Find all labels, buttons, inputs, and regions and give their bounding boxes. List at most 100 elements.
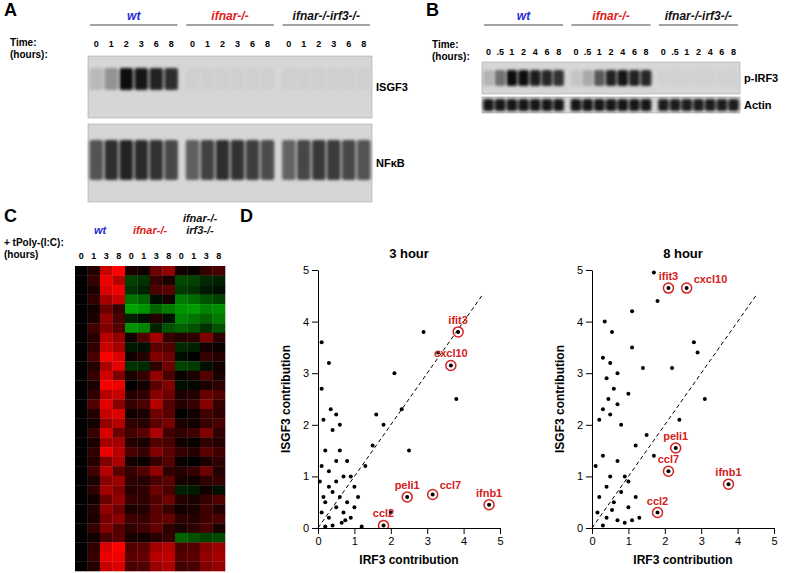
heatmap-cell <box>163 542 176 552</box>
lane-time-label: 2 <box>316 39 321 49</box>
heatmap-panel: + tPoly-(I:C):(hours)wt0138ifnar-/-0138i… <box>4 212 225 571</box>
heatmap-cell <box>88 419 101 429</box>
y-tick: 4 <box>303 316 318 328</box>
treatment-label: + tPoly-(I:C): <box>4 237 64 248</box>
heatmap-cell <box>113 409 126 419</box>
band <box>483 99 494 111</box>
heatmap-cell <box>175 314 188 324</box>
y-tick: 2 <box>577 419 592 431</box>
heatmap-cell <box>88 304 101 314</box>
heatmap-cell <box>213 466 226 476</box>
point <box>320 387 324 391</box>
heatmap-cell <box>213 361 226 371</box>
y-tick: 1 <box>577 470 592 482</box>
point-label: peli1 <box>663 430 688 442</box>
point <box>652 454 656 458</box>
heatmap-cell <box>175 466 188 476</box>
genotype-underline <box>186 25 273 26</box>
heatmap-cell <box>113 447 126 457</box>
x-axis-line <box>593 528 775 529</box>
x-tick: 1 <box>352 528 358 547</box>
column-time-label: 1 <box>91 251 96 261</box>
band <box>518 99 529 111</box>
heatmap-cell <box>150 352 163 362</box>
x-tick-mark <box>628 528 629 534</box>
point-label: cxcl10 <box>434 347 468 359</box>
heatmap-cell <box>200 561 213 571</box>
heatmap-cell <box>188 304 201 314</box>
band <box>553 70 564 86</box>
x-tick: 4 <box>735 528 741 547</box>
heatmap-cell <box>163 447 176 457</box>
heatmap-cell <box>188 409 201 419</box>
heatmap-cell <box>75 314 88 324</box>
heatmap-cell <box>188 485 201 495</box>
lane-time-label: 1 <box>205 39 210 49</box>
point <box>318 480 322 484</box>
heatmap-cell <box>75 352 88 362</box>
heatmap-cell <box>138 323 151 333</box>
heatmap-cell <box>150 495 163 505</box>
lane-time-label: 8 <box>556 47 561 57</box>
highlight-ring <box>453 327 463 337</box>
point <box>327 469 331 473</box>
point <box>422 330 426 334</box>
x-tick: 2 <box>662 528 668 547</box>
band <box>201 140 214 180</box>
band <box>606 99 617 111</box>
point <box>703 397 707 401</box>
lane-time-label: 1 <box>109 39 114 49</box>
heatmap-cell <box>75 552 88 562</box>
x-tick-mark <box>774 528 775 534</box>
heatmap-cell <box>125 314 138 324</box>
band <box>312 140 325 180</box>
point <box>605 376 609 380</box>
heatmap-cell <box>150 523 163 533</box>
band <box>104 68 117 90</box>
heatmap-cell <box>188 447 201 457</box>
lane-time-label: 6 <box>632 47 637 57</box>
point-labels: ifit3cxcl10peli1ccl7ccl2ifnb1 <box>647 270 742 506</box>
heatmap-cell <box>163 495 176 505</box>
heatmap-cell <box>175 352 188 362</box>
heatmap-cell <box>150 447 163 457</box>
y-axis-line <box>592 271 593 529</box>
heatmap-cell <box>113 495 126 505</box>
highlight-ring <box>428 489 438 499</box>
heatmap-cell <box>213 342 226 352</box>
heatmap-cell <box>175 523 188 533</box>
lane-time-label: 1 <box>597 47 602 57</box>
x-tick: 2 <box>388 528 394 547</box>
heatmap-cell <box>213 266 226 276</box>
heatmap-cell <box>175 380 188 390</box>
y-axis-title: ISGF3 contribution <box>279 345 293 453</box>
heatmap-cell <box>150 295 163 305</box>
highlight-ring <box>682 283 692 293</box>
heatmap-cell <box>113 504 126 514</box>
heatmap-cell <box>88 352 101 362</box>
x-axis-title: IRF3 contribution <box>633 553 732 567</box>
y-axis: 012345 <box>577 264 593 534</box>
column-time-label: 0 <box>179 251 184 261</box>
point <box>321 495 325 499</box>
y-tick-mark <box>586 270 592 271</box>
heatmap-cell <box>163 409 176 419</box>
point <box>374 412 378 416</box>
heatmap-cell <box>113 276 126 286</box>
lane-time-label: 6 <box>719 47 724 57</box>
heatmap-cell <box>138 352 151 362</box>
heatmap-cell <box>125 523 138 533</box>
highlight-ring <box>446 360 456 370</box>
heatmap-cell <box>163 371 176 381</box>
point <box>392 371 396 375</box>
heatmap-cell <box>138 447 151 457</box>
band <box>216 140 229 180</box>
heatmap-cell <box>138 342 151 352</box>
heatmap-cell <box>125 371 138 381</box>
heatmap-cell <box>188 314 201 324</box>
band <box>186 68 199 90</box>
heatmap-cell <box>100 447 113 457</box>
heatmap-cell <box>188 371 201 381</box>
band <box>681 70 692 86</box>
x-tick: 4 <box>461 528 467 547</box>
